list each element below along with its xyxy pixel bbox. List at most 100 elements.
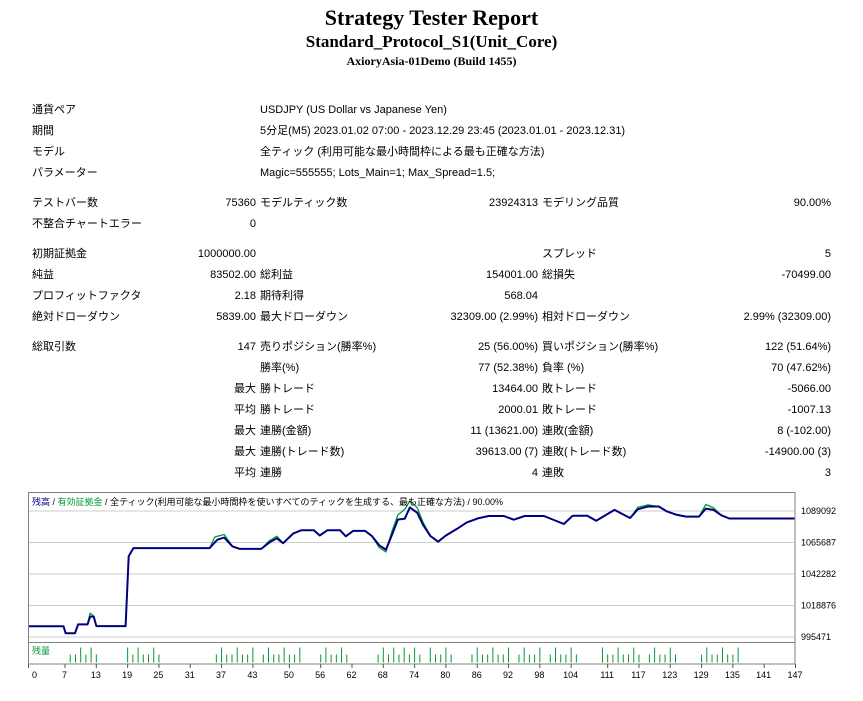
stat-label: 敗トレード [542, 382, 597, 395]
stat-label: 連勝 [260, 466, 282, 479]
stat-value: 最大 [234, 382, 256, 395]
x-axis-label: 62 [346, 670, 356, 680]
stat-label [30, 378, 180, 399]
y-axis-label: 995471 [801, 632, 831, 642]
stat-value: -14900.00 (3) [764, 445, 832, 458]
stat-label: 期間 [32, 124, 54, 137]
table-row: 平均 連勝 4 連敗 3 [30, 462, 833, 483]
stat-label: パラメーター [32, 166, 98, 179]
y-axis-label: 1089092 [801, 506, 836, 516]
table-row: 最大 連勝(トレード数) 39613.00 (7) 連敗(トレード数) -14900.0… [30, 441, 833, 462]
stat-value: 最大 [234, 445, 256, 458]
stat-value: 0 [249, 217, 256, 230]
x-axis-label: 141 [756, 670, 771, 680]
stat-label: 連勝(トレード数) [260, 445, 345, 458]
x-axis-label: 104 [563, 670, 578, 680]
table-row: 最大 勝トレード 13464.00 敗トレード -5066.00 [30, 378, 833, 399]
stat-value: 5 [824, 247, 832, 260]
stat-label: テストバー数 [32, 196, 98, 209]
stat-value: 最大 [234, 424, 256, 437]
stat-value: 2000.01 [498, 403, 538, 416]
x-axis-label: 129 [694, 670, 709, 680]
stat-value: -70499.00 [781, 268, 832, 281]
stat-label [180, 162, 258, 183]
table-spacer-row [30, 234, 833, 243]
y-axis-label: 1042282 [801, 569, 836, 579]
stat-label [30, 462, 180, 483]
x-axis-label: 43 [247, 670, 257, 680]
x-axis-label: 0 [32, 670, 37, 680]
stat-label: 連勝(金額) [260, 424, 312, 437]
stat-value: 122 (51.64%) [764, 340, 832, 353]
legend-model-label: 全ティック(利用可能な最小時間枠を使いすべてのティックを生成する、最も正確な方法… [110, 496, 465, 507]
table-row: プロフィットファクタ 2.18 期待利得 568.04 [30, 285, 833, 306]
x-axis-label: 135 [725, 670, 740, 680]
table-spacer-cell [30, 234, 833, 243]
x-axis-label: 50 [284, 670, 294, 680]
x-axis-label: 19 [122, 670, 132, 680]
stat-label: USDJPY (US Dollar vs Japanese Yen) [260, 103, 447, 116]
stat-label: 絶対ドローダウン [32, 310, 120, 323]
table-row: 純益 83502.00 総利益 154001.00 総損失 -70499.00 [30, 264, 833, 285]
table-spacer-cell [30, 327, 833, 336]
balance-chart: 1089092 1065687 1042282 1018876 995471 0 7 13 19… [28, 491, 863, 692]
stat-value: 平均 [234, 403, 256, 416]
stat-label [180, 141, 258, 162]
stat-label: プロフィットファクタ [32, 289, 142, 302]
x-axis-label: 123 [662, 670, 677, 680]
x-axis-label: 56 [315, 670, 325, 680]
stat-label: 不整合チャートエラー [32, 217, 142, 230]
volume-pane-label: 残量 [32, 645, 51, 656]
stat-value: 77 (52.38%) [478, 361, 538, 374]
stat-label: 連敗(金額) [542, 424, 594, 437]
stat-value: 75360 [225, 196, 256, 209]
stat-label: 負率 (%) [542, 361, 585, 374]
stat-value [180, 357, 258, 378]
x-axis-label: 68 [378, 670, 388, 680]
x-axis-label: 37 [216, 670, 226, 680]
stat-label [30, 399, 180, 420]
stat-label: モデリング品質 [542, 196, 619, 209]
stat-label [30, 441, 180, 462]
x-axis-label: 147 [787, 670, 802, 680]
table-spacer-row [30, 183, 833, 192]
stat-value: 1000000.00 [197, 247, 256, 260]
legend-equity-label: 有効証拠金 [57, 496, 103, 507]
stat-label: 期待利得 [260, 289, 304, 302]
stat-label: 買いポジション(勝率%) [542, 340, 659, 353]
stat-label: 勝トレード [260, 382, 315, 395]
table-row: 不整合チャートエラー 0 [30, 213, 833, 234]
stat-value: 70 (47.62%) [771, 361, 832, 374]
stat-value: -1007.13 [787, 403, 832, 416]
stats-table: 通貨ペア USDJPY (US Dollar vs Japanese Yen) 期間… [30, 99, 833, 483]
stat-label: モデル [32, 145, 65, 158]
table-row: 最大 連勝(金額) 11 (13621.00) 連敗(金額) 8 (-102.00) [30, 420, 833, 441]
server-build: AxioryAsia-01Demo (Build 1455) [346, 53, 517, 68]
stat-label: スプレッド [542, 247, 597, 260]
table-row: 絶対ドローダウン 5839.00 最大ドローダウン 32309.00 (2.99%) 相… [30, 306, 833, 327]
stat-value: 154001.00 [486, 268, 538, 281]
stat-label: 連敗 [542, 466, 564, 479]
stat-value: 平均 [234, 466, 256, 479]
table-row: モデル 全ティック (利用可能な最小時間枠による最も正確な方法) [30, 141, 833, 162]
stat-value: 13464.00 [492, 382, 538, 395]
report-page: { "header": { "title": "Strategy Tester … [0, 5, 863, 701]
strategy-name: Standard_Protocol_S1(Unit_Core) [305, 32, 558, 52]
stat-value: 25 (56.00%) [478, 340, 538, 353]
stat-value: 83502.00 [210, 268, 256, 281]
equity-line [28, 499, 795, 634]
stat-label: 初期証拠金 [32, 247, 87, 260]
stat-label [540, 285, 690, 306]
legend-balance-label: 残高 [32, 496, 51, 507]
stat-label [258, 243, 415, 264]
stat-value: -5066.00 [787, 382, 832, 395]
stat-value: 8 (-102.00) [777, 424, 832, 437]
table-row: テストバー数 75360 モデルティック数 23924313 モデリング品質 90.00% [30, 192, 833, 213]
stat-label: 総取引数 [32, 340, 76, 353]
stat-value: 23924313 [489, 196, 538, 209]
stat-value: 2.18 [234, 289, 256, 302]
stat-value: 568.04 [504, 289, 538, 302]
table-row: 通貨ペア USDJPY (US Dollar vs Japanese Yen) [30, 99, 833, 120]
balance-line [28, 505, 795, 634]
stat-value [690, 285, 833, 306]
